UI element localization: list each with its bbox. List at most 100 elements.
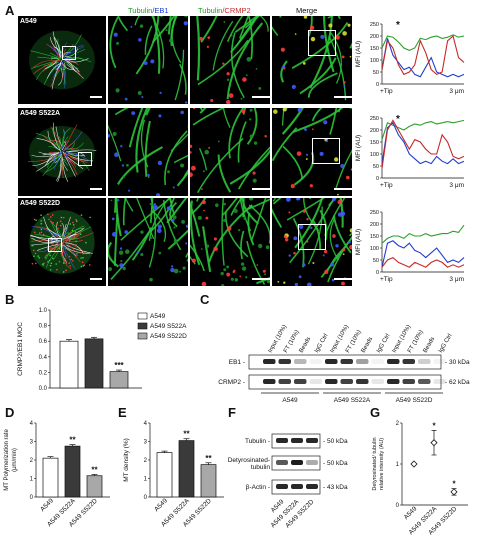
puncta (208, 147, 210, 149)
puncta (202, 200, 206, 204)
roi-box (62, 46, 76, 60)
puncta (273, 109, 278, 114)
micrograph-fibers (18, 16, 106, 104)
puncta (303, 62, 306, 65)
fiber (281, 61, 287, 82)
x-end-label: 3 μm (449, 182, 464, 189)
y-tick-label: 100 (370, 58, 379, 64)
puncta (292, 85, 296, 89)
fiber (222, 198, 224, 266)
puncta (242, 77, 247, 82)
speckle (68, 262, 70, 264)
puncta (239, 275, 241, 277)
speckle (89, 217, 91, 219)
micrograph-r1-c1 (18, 16, 106, 104)
y-axis-label-unit: (μm/min) (12, 448, 18, 472)
puncta (239, 28, 241, 30)
significance-label: * (432, 421, 436, 430)
speckle (56, 224, 58, 226)
speckle (75, 244, 77, 246)
puncta (150, 59, 154, 63)
puncta (141, 96, 143, 98)
fiber (175, 50, 183, 100)
speckle (32, 263, 34, 265)
fiber (172, 16, 181, 63)
puncta (295, 33, 297, 35)
puncta (147, 174, 150, 177)
band (403, 379, 416, 384)
y-tick-label: 4 (30, 421, 34, 427)
puncta (258, 244, 262, 248)
micrograph-fibers (108, 198, 188, 286)
micrograph-r2-c2 (108, 108, 188, 196)
puncta (108, 134, 110, 138)
y-tick-label: 0.6 (39, 339, 48, 345)
puncta (207, 46, 209, 48)
y-tick-label: 150 (370, 140, 379, 146)
band (279, 359, 292, 364)
puncta (124, 230, 128, 234)
puncta (120, 247, 122, 249)
puncta (340, 164, 344, 168)
band (294, 359, 307, 364)
puncta (223, 219, 226, 222)
band (372, 359, 385, 364)
y-axis-label: MFI (AU) (355, 229, 362, 255)
y-tick-label: 0 (30, 495, 34, 501)
puncta (245, 276, 247, 278)
fiber (272, 198, 281, 227)
puncta (241, 98, 243, 100)
puncta (310, 184, 313, 187)
micrograph-fibers (108, 16, 188, 104)
lane-label: IgG Ctrl (376, 333, 392, 354)
micrograph-fibers (108, 108, 188, 196)
bar-a549-s522a (179, 441, 194, 497)
puncta (241, 109, 245, 113)
roi-box (78, 152, 92, 166)
header-tubulin-label: Tubulin (128, 6, 152, 15)
puncta (264, 135, 266, 137)
scale-bar (90, 278, 102, 280)
speckle (80, 233, 82, 235)
puncta (338, 200, 343, 205)
fiber (309, 73, 338, 97)
y-axis-label: CRMP2/EB1 MOC (17, 322, 24, 376)
kda-label: - 62 kDa (445, 379, 470, 386)
band (291, 460, 303, 465)
puncta (158, 114, 161, 117)
puncta (192, 259, 196, 263)
puncta (112, 218, 115, 221)
puncta (190, 151, 192, 154)
group-label: A549 S522A (334, 397, 371, 404)
fiber (108, 243, 118, 267)
speckle (33, 238, 35, 240)
puncta (243, 217, 246, 220)
puncta (185, 16, 187, 17)
x-end-label: 3 μm (449, 88, 464, 95)
puncta (223, 203, 226, 206)
significance-label: * (452, 480, 456, 489)
puncta (231, 35, 233, 37)
puncta (158, 225, 162, 229)
speckle (34, 231, 36, 233)
band (418, 359, 431, 364)
band (306, 484, 318, 489)
series-line-crmp2 (382, 258, 464, 268)
speckle (50, 265, 52, 267)
puncta (253, 172, 256, 175)
fiber (295, 152, 314, 184)
puncta (131, 111, 135, 115)
speckle (64, 231, 66, 233)
micrograph-r3-c2 (108, 198, 188, 286)
header-tubulin2-label: Tubulin (198, 6, 222, 15)
y-tick-label: 2 (30, 458, 34, 464)
speckle (75, 231, 77, 233)
protein-label-2: tubulin (251, 464, 271, 471)
speckle (63, 217, 65, 219)
puncta (125, 249, 130, 254)
speckle (61, 253, 63, 255)
puncta (302, 263, 305, 266)
micrograph-fibers (190, 108, 270, 196)
speckle (63, 262, 65, 264)
